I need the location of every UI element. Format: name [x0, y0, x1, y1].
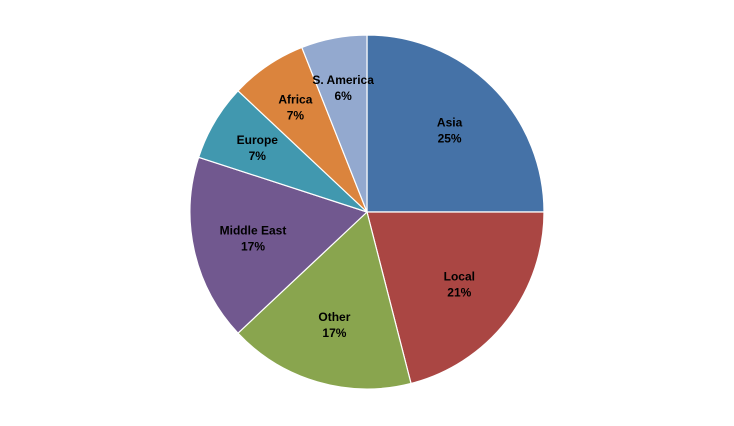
- data-label-middle-east: Middle East 17%: [220, 223, 287, 253]
- slice-percent-africa: 7%: [287, 109, 305, 123]
- slice-label-other: Other: [318, 310, 350, 324]
- slice-percent-europe: 7%: [249, 149, 267, 163]
- slice-label-local: Local: [444, 270, 475, 284]
- data-label-s-america: S. America 6%: [312, 73, 374, 103]
- slice-percent-other: 17%: [322, 326, 346, 340]
- data-label-local: Local 21%: [444, 270, 475, 300]
- slice-percent-local: 21%: [447, 286, 471, 300]
- pie-slice-other: [237, 210, 412, 390]
- pie-slice-asia: [366, 34, 545, 213]
- pie-slice-local: [366, 211, 545, 385]
- slice-label-s-america: S. America: [312, 73, 374, 87]
- pie-slice-middle-east: [189, 156, 369, 335]
- data-label-other: Other 17%: [318, 310, 350, 340]
- pie-labels: Asia 25% Local 21% Other 17% Middle East 17% Eur…: [220, 73, 475, 340]
- slice-label-asia: Asia: [437, 115, 463, 129]
- data-label-africa: Africa 7%: [278, 93, 312, 123]
- pie-slice-s-america: [301, 34, 368, 213]
- data-label-europe: Europe 7%: [237, 133, 279, 163]
- slice-percent-asia: 25%: [438, 131, 462, 145]
- slice-percent-s-america: 6%: [334, 89, 352, 103]
- slice-label-middle-east: Middle East: [220, 223, 287, 237]
- data-label-asia: Asia 25%: [437, 115, 463, 145]
- slice-label-europe: Europe: [237, 133, 279, 147]
- slice-percent-middle-east: 17%: [241, 239, 265, 253]
- slice-label-africa: Africa: [278, 93, 312, 107]
- pie-slices: [189, 34, 545, 390]
